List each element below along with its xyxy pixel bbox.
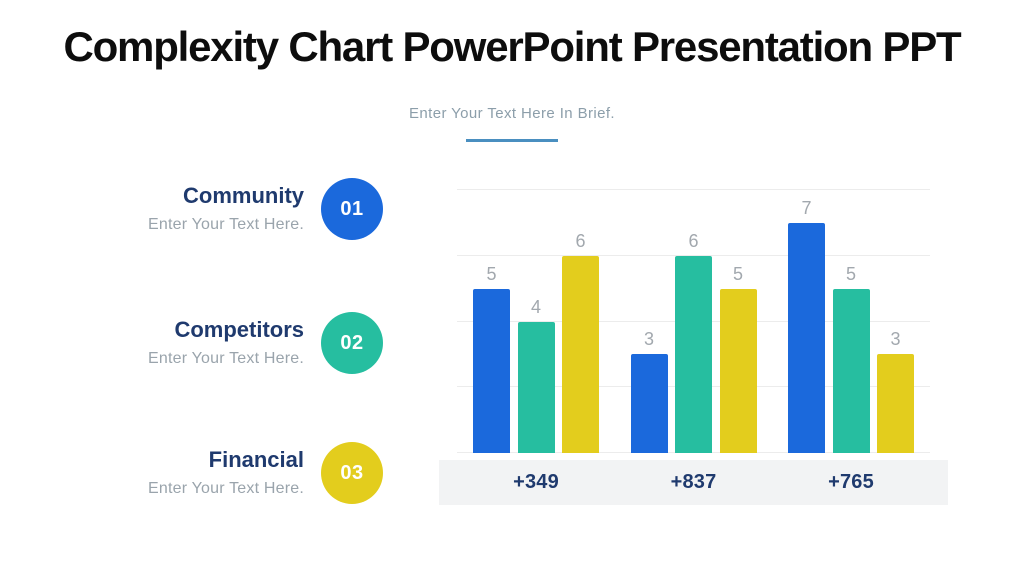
list-item-community: Community Enter Your Text Here. 01 [40,178,383,240]
number-badge-02: 02 [321,312,383,374]
bar-wrap: 3 [630,190,668,453]
bar-series-green [832,288,870,453]
bar-chart-plot: 5 4 6 3 6 5 7 5 3 [457,189,930,453]
list-item-title: Community [183,183,304,208]
list-item-description: Enter Your Text Here. [148,350,304,367]
slide-title: Complexity Chart PowerPoint Presentation… [63,23,961,70]
bar-series-yellow [562,255,599,453]
bar-group: 7 5 3 [788,190,914,453]
bar-chart-bars: 5 4 6 3 6 5 7 5 3 [457,190,930,453]
bar-value-label: 5 [732,263,743,284]
bar-value-label: 6 [575,230,586,251]
bar-wrap: 5 [719,190,757,453]
bar-series-yellow [719,288,757,453]
bar-series-blue [473,288,510,453]
bar-value-label: 3 [643,329,654,350]
number-badge-03: 03 [321,442,383,504]
bar-series-yellow [877,354,914,453]
list-item-competitors: Competitors Enter Your Text Here. 02 [40,312,383,374]
bar-series-blue [630,354,668,453]
list-item-text: Competitors Enter Your Text Here. [148,319,304,367]
list-item-text: Community Enter Your Text Here. [148,185,304,233]
subtitle-underline [466,139,558,142]
bar-wrap: 6 [675,190,712,453]
bar-series-green [517,321,555,453]
bar-wrap: 7 [788,190,825,453]
category-label: +765 [828,471,874,493]
list-item-title: Competitors [174,317,304,342]
gridline [457,189,930,190]
bar-group: 3 6 5 [630,190,757,453]
bar-value-label: 5 [486,263,497,284]
category-label: +837 [670,471,717,493]
bar-value-label: 7 [801,197,812,218]
bar-value-label: 6 [688,230,699,251]
gridline [457,254,930,256]
bar-value-label: 3 [890,329,901,350]
bar-series-green [675,255,712,453]
list-item-financial: Financial Enter Your Text Here. 03 [40,442,383,504]
bar-wrap: 5 [832,190,870,453]
bar-series-blue [788,222,825,453]
bar-value-label: 4 [530,296,541,317]
category-label: +349 [513,471,559,493]
list-item-description: Enter Your Text Here. [148,480,304,497]
list-item-text: Financial Enter Your Text Here. [148,449,304,497]
bar-wrap: 5 [473,190,510,453]
bar-group: 5 4 6 [473,190,599,453]
bar-wrap: 6 [562,190,599,453]
list-item-title: Financial [208,447,304,472]
category-labels: +349 +837 +765 [457,460,930,505]
category-band: +349 +837 +765 [439,460,948,505]
number-badge-01: 01 [321,178,383,240]
bar-value-label: 5 [845,263,856,284]
bar-wrap: 4 [517,190,555,453]
list-item-description: Enter Your Text Here. [148,216,304,233]
slide-subtitle: Enter Your Text Here In Brief. [409,105,615,122]
bar-wrap: 3 [877,190,914,453]
